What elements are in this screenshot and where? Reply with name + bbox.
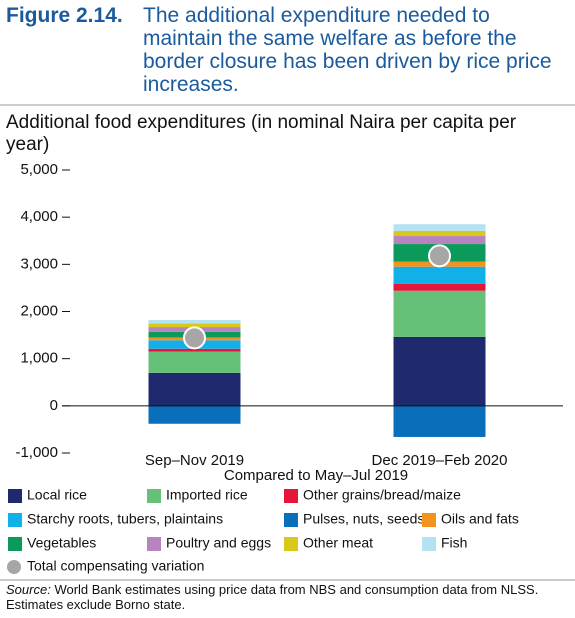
bar-segment [393, 266, 486, 284]
legend-label: Vegetables [27, 535, 96, 551]
legend-label: Other meat [303, 535, 373, 551]
legend-swatch [147, 537, 161, 551]
bar-segment [148, 348, 241, 352]
chart-subtitle: Additional food expenditures (in nominal… [6, 112, 517, 155]
legend-label: Total compensating variation [27, 558, 204, 574]
bar-segment [393, 336, 486, 406]
bar-segment [148, 351, 241, 373]
legend-label: Other grains/bread/maize [303, 487, 461, 503]
y-tick-label: -1,000 [15, 444, 58, 461]
bar-segment [393, 283, 486, 291]
legend-swatch [8, 513, 22, 527]
y-tick-label: 0 [50, 397, 58, 414]
legend-swatch [422, 537, 436, 551]
legend-label: Oils and fats [441, 511, 519, 527]
bar-segment [148, 323, 241, 328]
bar-segment [393, 405, 486, 437]
legend-label: Poultry and eggs [166, 535, 271, 551]
y-tick-label: 2,000 [20, 302, 58, 319]
y-tick-label: 1,000 [20, 350, 58, 367]
y-tick-label: 5,000 [20, 161, 58, 178]
legend-swatch [284, 513, 298, 527]
x-axis-title: Compared to May–Jul 2019 [224, 467, 408, 484]
bar-segment [148, 405, 241, 424]
legend-swatch [8, 489, 22, 503]
source-note: Source: World Bank estimates using price… [6, 582, 568, 612]
x-tick-label: Sep–Nov 2019 [145, 452, 244, 469]
bar-segment [148, 319, 241, 324]
legend-label: Imported rice [166, 487, 248, 503]
figure-label: Figure 2.14. [6, 4, 123, 27]
total-marker [428, 244, 451, 268]
legend-label: Fish [441, 535, 467, 551]
y-tick-label: 4,000 [20, 208, 58, 225]
legend-swatch [284, 537, 298, 551]
source-text: World Bank estimates using price data fr… [6, 582, 539, 612]
total-marker [183, 326, 206, 350]
bar-segment [393, 230, 486, 237]
legend-label: Starchy roots, tubers, plaintains [27, 511, 223, 527]
legend-label: Pulses, nuts, seeds [303, 511, 424, 527]
legend-swatch [284, 489, 298, 503]
bar-segment [148, 372, 241, 406]
legend-label: Local rice [27, 487, 87, 503]
legend-swatch [147, 489, 161, 503]
legend-swatch [8, 537, 22, 551]
legend-swatch [7, 560, 21, 574]
chart-title: The additional expenditure needed to mai… [143, 4, 552, 96]
source-label: Source: [6, 582, 51, 597]
x-tick-label: Dec 2019–Feb 2020 [372, 452, 508, 469]
bar-segment [393, 290, 486, 337]
y-tick-label: 3,000 [20, 255, 58, 272]
bar-segment [393, 224, 486, 231]
legend-swatch [422, 513, 436, 527]
bar-segment [393, 236, 486, 245]
